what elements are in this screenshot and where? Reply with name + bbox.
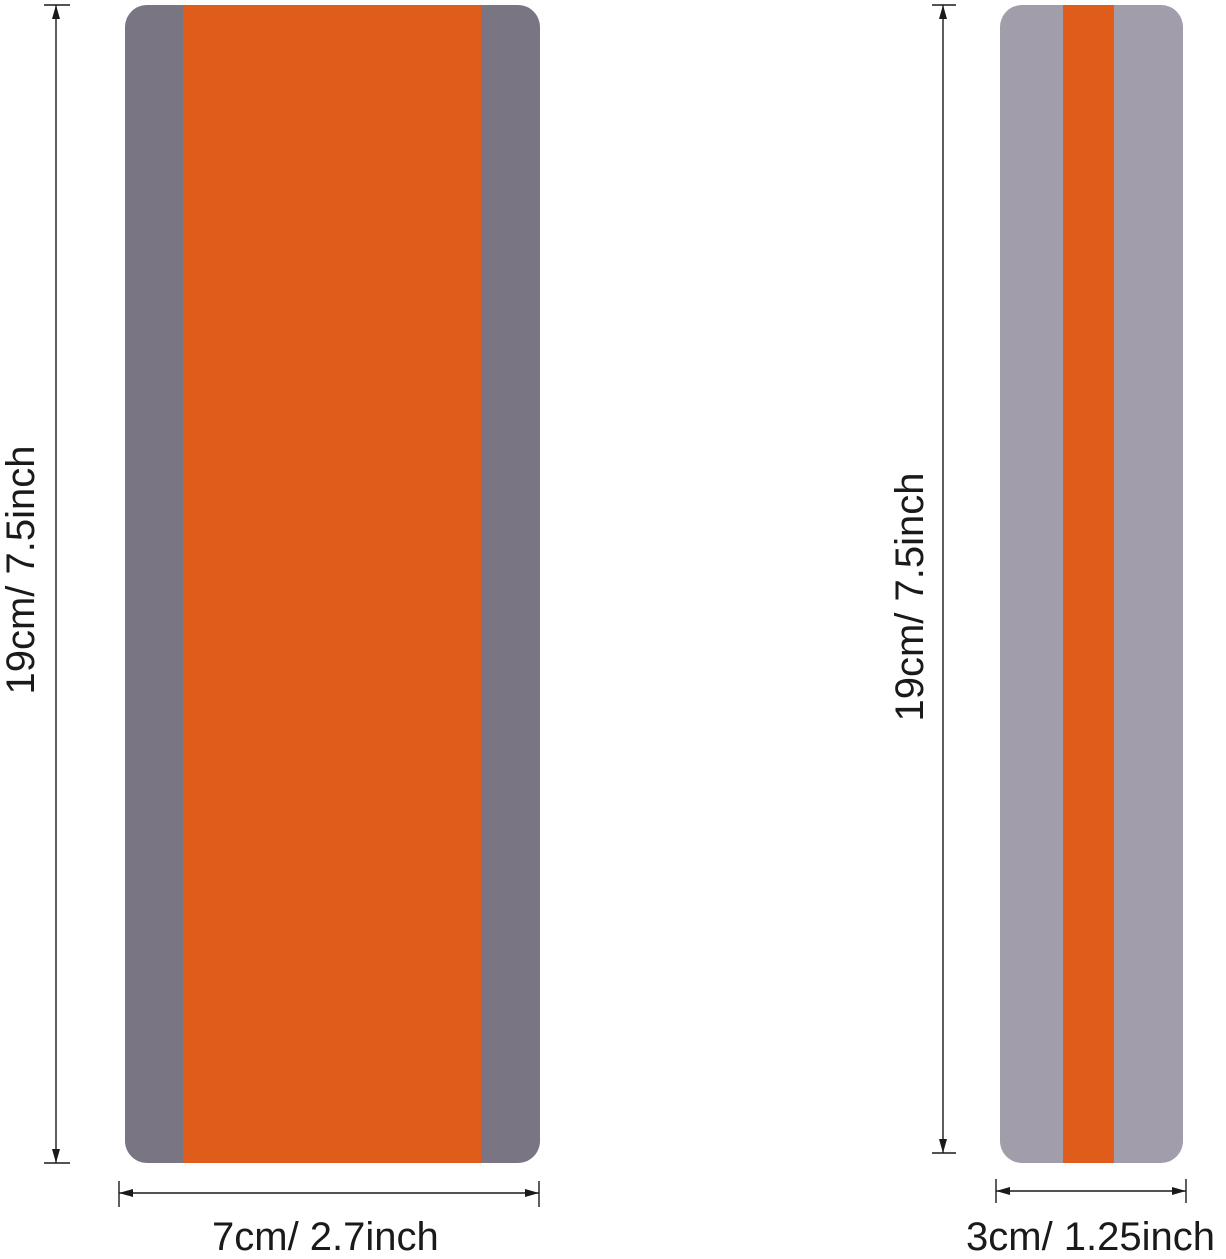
narrow-height-label: 19cm/ 7.5inch <box>888 472 932 722</box>
wide-strip-highlight-band <box>183 5 481 1163</box>
wide-reading-strip <box>125 5 540 1163</box>
narrow-strip-highlight-band <box>1063 5 1114 1163</box>
wide-height-label: 19cm/ 7.5inch <box>0 445 43 695</box>
narrow-reading-strip <box>1000 5 1183 1163</box>
wide-width-label: 7cm/ 2.7inch <box>212 1215 439 1259</box>
narrow-width-label: 3cm/ 1.25inch <box>966 1215 1216 1259</box>
